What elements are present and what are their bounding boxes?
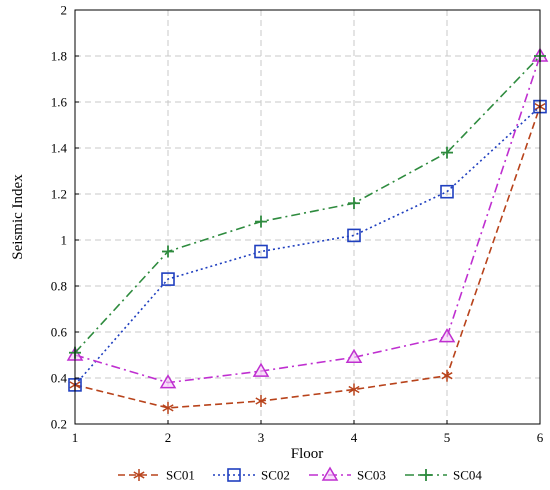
grid [75,10,540,424]
legend-label: SC03 [357,468,386,483]
series-group [66,47,549,414]
data-point-sc04 [162,245,174,258]
data-point-sc02 [161,272,175,286]
y-tick-label: 1.6 [51,95,68,110]
legend-label: SC04 [453,468,482,483]
series-line-sc04 [74,55,541,354]
series-line-sc02 [74,106,541,386]
data-point-sc03 [252,362,270,377]
series-line-sc01 [74,106,541,409]
y-tick-label: 1.2 [51,187,67,202]
x-tick-label: 2 [165,430,172,445]
series-sc04 [69,50,546,359]
data-point-sc04 [441,146,453,159]
legend-label: SC02 [261,468,290,483]
legend-label: SC01 [166,468,195,483]
legend-marker [227,468,241,482]
legend-marker [321,466,339,481]
series-line-sc03 [74,55,541,384]
x-tick-label: 4 [351,430,358,445]
y-tick-label: 0.4 [51,371,68,386]
legend-marker [133,469,145,481]
legend-marker [420,469,432,481]
y-tick-label: 0.2 [51,417,67,432]
y-tick-label: 2 [61,3,68,18]
data-point-sc01 [348,383,360,396]
plot-frame [74,9,541,425]
data-point-sc01 [255,395,267,407]
data-point-sc02 [440,184,454,199]
legend-item-sc03: SC03 [309,466,386,483]
x-tick-label: 1 [72,430,79,445]
x-tick-label: 3 [258,430,265,445]
data-point-sc02 [254,244,268,259]
data-point-sc02 [347,228,361,243]
y-tick-label: 1.8 [51,49,67,64]
series-sc03 [66,47,549,389]
x-tick-label: 6 [537,430,544,445]
legend-item-sc02: SC02 [213,468,290,483]
y-axis-ticks: 0.2 0.4 0.6 0.8 1 1.2 1.4 1.6 1.8 2 [51,3,79,432]
legend-item-sc04: SC04 [405,468,482,483]
data-point-sc03 [159,374,177,389]
data-point-sc03 [345,348,363,364]
data-point-sc01 [162,401,174,414]
y-axis-title: Seismic Index [10,174,26,260]
legend-item-sc01: SC01 [118,468,195,483]
y-tick-label: 1 [61,233,68,248]
legend: SC01 SC02 SC03 SC04 [118,466,482,483]
y-tick-label: 0.8 [51,279,67,294]
y-tick-label: 1.4 [51,141,68,156]
series-sc02 [68,99,547,392]
y-tick-label: 0.6 [51,325,68,340]
data-point-sc04 [255,215,267,228]
x-axis-ticks: 1 2 3 4 5 6 [72,420,544,445]
data-point-sc01 [441,369,453,382]
x-axis-title: Floor [291,446,324,462]
data-point-sc04 [348,197,360,210]
x-tick-label: 5 [444,430,451,445]
data-point-sc03 [438,328,456,343]
